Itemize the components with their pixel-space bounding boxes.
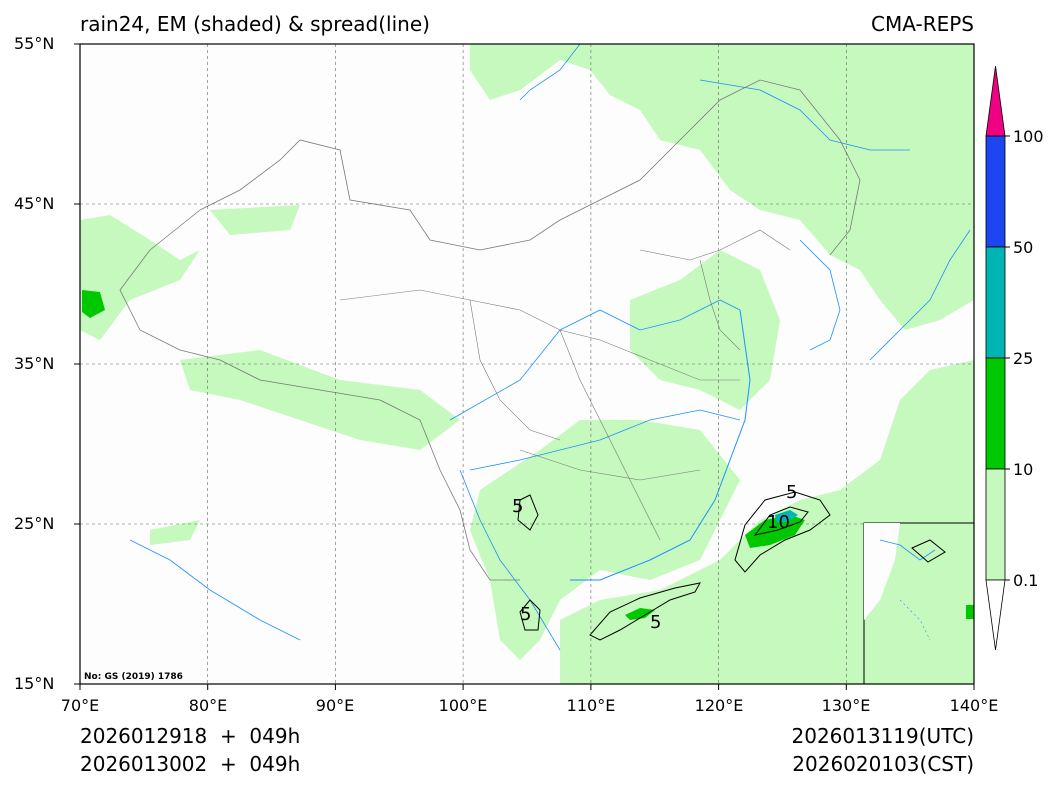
lon-label: 70°E	[60, 696, 100, 715]
colorbar	[985, 65, 1010, 651]
colorbar-segment-very-high	[985, 135, 1006, 248]
border-provinces-5	[519, 449, 701, 481]
contour-label: 5	[650, 612, 661, 633]
lat-label: 55°N	[14, 34, 55, 53]
map-approval-note: No: GS (2019) 1786	[84, 672, 183, 682]
lon-label: 140°E	[949, 696, 999, 715]
spread-contour-west	[517, 494, 539, 531]
coastline-japan	[869, 229, 971, 361]
rain-area-heavy-west	[82, 290, 105, 318]
colorbar-label: 0.1	[1013, 571, 1039, 590]
colorbar-label: 25	[1013, 349, 1034, 368]
river-yellow	[449, 299, 741, 421]
rain-area-south-china	[470, 420, 740, 660]
border-china-west	[119, 209, 520, 581]
model-name: CMA-REPS	[871, 12, 974, 36]
colorbar-segment-none	[985, 579, 1006, 651]
border-provinces-6	[639, 229, 791, 261]
river-amur	[699, 79, 910, 151]
colorbar-segment-low	[985, 468, 1006, 581]
colorbar-segment-high	[985, 246, 1006, 359]
river-yangtze	[469, 409, 741, 471]
border-provinces-1	[339, 289, 601, 341]
contour-label: 10	[767, 512, 790, 533]
lon-label: 100°E	[438, 696, 488, 715]
rain-area-heavy-sea	[625, 608, 655, 620]
river-northeast	[519, 44, 581, 101]
map-title: rain24, EM (shaded) & spread(line)	[80, 12, 430, 36]
spread-contour-sea	[589, 582, 701, 641]
lat-label: 35°N	[14, 354, 55, 373]
colorbar-label: 100	[1013, 127, 1044, 146]
rain-area-north-china	[630, 250, 780, 410]
valid-time-cst: 2026020103(CST)	[792, 752, 974, 776]
valid-time-utc: 2026013119(UTC)	[791, 724, 975, 748]
contour-label: 5	[786, 482, 797, 503]
map-frame	[79, 43, 975, 685]
init-time-cst: 2026013002 + 049h	[80, 752, 301, 776]
rain-area-very-heavy	[775, 510, 798, 522]
rain-area-northeast-asia	[470, 44, 974, 330]
lon-label: 120°E	[694, 696, 744, 715]
lon-label: 130°E	[821, 696, 871, 715]
rain-area-heavy-east	[745, 515, 805, 548]
init-time-utc: 2026012918 + 049h	[80, 724, 301, 748]
rain-area-west	[80, 215, 200, 340]
colorbar-segment-extreme	[985, 65, 1006, 137]
axis-ticks	[74, 43, 975, 690]
coastline-china	[570, 309, 751, 581]
border-china-north	[199, 79, 861, 256]
spread-contour-east-outer	[734, 491, 831, 573]
south-china-sea-inset	[863, 522, 975, 685]
lat-label: 45°N	[14, 194, 55, 213]
spread-contour-east-inner	[753, 506, 809, 536]
spread-contour-southwest	[519, 599, 541, 631]
lon-label: 80°E	[188, 696, 228, 715]
border-provinces-4	[599, 339, 740, 381]
lat-lon-grid	[80, 44, 974, 684]
rain-area-small-2	[210, 205, 300, 235]
border-provinces-3	[559, 329, 661, 541]
colorbar-segment-mid	[985, 357, 1006, 470]
lat-label: 15°N	[14, 674, 55, 693]
coastline-korea	[799, 239, 841, 351]
contour-label: 5	[520, 604, 531, 625]
rain-area-small-1	[150, 520, 200, 545]
river-mekong	[459, 469, 561, 651]
border-provinces-7	[699, 259, 741, 351]
colorbar-label: 10	[1013, 460, 1034, 479]
lon-label: 110°E	[566, 696, 616, 715]
lon-label: 90°E	[315, 696, 355, 715]
contour-label: 5	[512, 496, 523, 517]
river-india	[129, 539, 301, 641]
border-provinces-2	[469, 299, 561, 441]
colorbar-label: 50	[1013, 238, 1034, 257]
lat-label: 25°N	[14, 514, 55, 533]
